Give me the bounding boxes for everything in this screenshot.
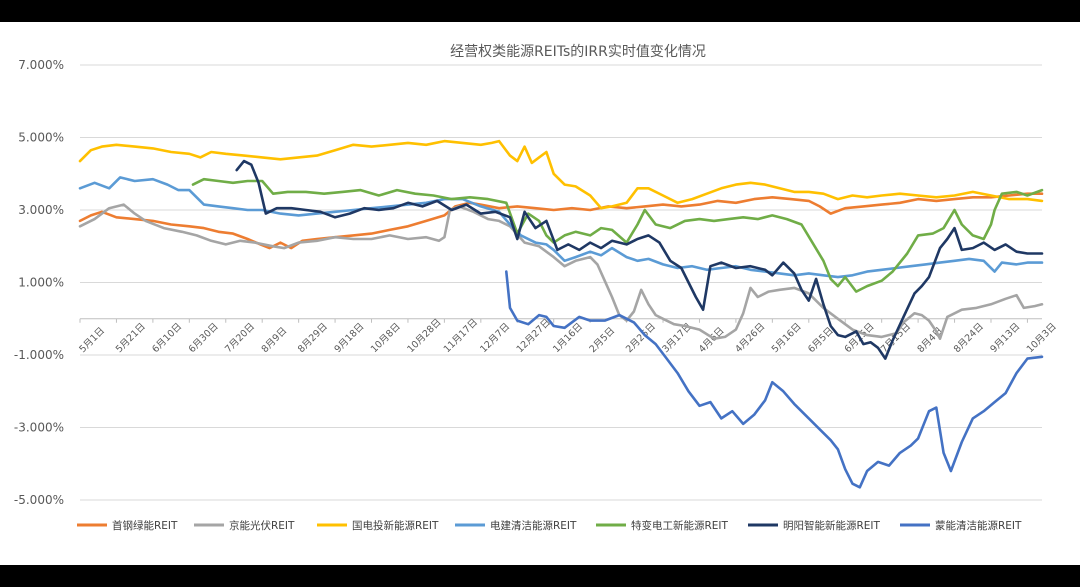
y-axis-tick-labels: 7.000% 5.000% 3.000% 1.000% -1.000% -3.000% -5… (14, 58, 64, 507)
series-line-1 (78, 192, 1044, 250)
x-tick-label: 12月7日 (478, 321, 512, 355)
chart-frame: 经营权类能源REITs的IRR实时值变化情况 7.000% 5.000% 3.000… (0, 22, 1080, 565)
x-tick-label: 8月9日 (260, 325, 290, 355)
grid-layer (79, 64, 1042, 501)
y-tick-label: 5.000% (18, 131, 64, 145)
x-tick-label: 5月1日 (77, 325, 107, 355)
series-line-6 (235, 159, 1044, 360)
x-tick-label: 6月10日 (150, 321, 184, 355)
y-tick-label: -3.000% (14, 421, 64, 435)
series-line-7 (504, 270, 1044, 489)
x-tick-label: 9月13日 (988, 321, 1022, 355)
legend-label-5: 特变电工新能源REIT (631, 519, 729, 532)
x-tick-label: 7月20日 (223, 321, 257, 355)
x-tick-label: 7月15日 (879, 321, 913, 355)
x-tick-label: 10月8日 (369, 321, 403, 355)
chart-title: 经营权类能源REITs的IRR实时值变化情况 (450, 44, 706, 60)
x-tick-label: 5月16日 (770, 321, 804, 355)
x-tick-label: 11月17日 (442, 317, 480, 355)
irr-line-chart: 经营权类能源REITs的IRR实时值变化情况 7.000% 5.000% 3.000… (14, 44, 1059, 532)
legend-label-6: 明阳智能新能源REIT (783, 519, 881, 532)
series-line-5 (191, 177, 1044, 293)
x-tick-label: 6月5日 (806, 325, 836, 355)
x-tick-label: 8月29日 (296, 321, 330, 355)
series-line-3 (78, 139, 1044, 210)
legend-label-2: 京能光伏REIT (229, 519, 295, 532)
x-tick-label: 2月25日 (624, 321, 658, 355)
legend-label-1: 首钢绿能REIT (112, 519, 178, 532)
y-tick-label: -5.000% (14, 493, 64, 507)
legend-label-3: 国电投新能源REIT (352, 519, 439, 532)
legend-label-7: 蒙能清洁能源REIT (935, 519, 1022, 532)
x-tick-label: 9月18日 (332, 321, 366, 355)
y-tick-label: 1.000% (18, 276, 64, 290)
x-tick-label: 6月30日 (187, 321, 221, 355)
series-layer (78, 139, 1044, 489)
x-tick-label: 8月4日 (915, 325, 945, 355)
y-tick-label: -1.000% (14, 348, 64, 362)
x-axis-tick-labels: 5月1日 5月21日 6月10日 6月30日 7月20日 8月9日 8月29日 9月18日 10… (77, 317, 1058, 355)
y-tick-label: 7.000% (18, 58, 64, 72)
x-tick-label: 5月21日 (114, 321, 148, 355)
x-tick-label: 10月3日 (1025, 321, 1059, 355)
x-tick-label: 10月28日 (405, 317, 443, 355)
x-tick-label: 2月5日 (587, 325, 617, 355)
x-tick-label: 8月24日 (952, 321, 986, 355)
legend-label-4: 电建清洁能源REIT (490, 519, 577, 532)
y-tick-label: 3.000% (18, 203, 64, 217)
legend: 首钢绿能REIT 京能光伏REIT 国电投新能源REIT 电建清洁能源REIT 特变电工… (77, 519, 1022, 532)
